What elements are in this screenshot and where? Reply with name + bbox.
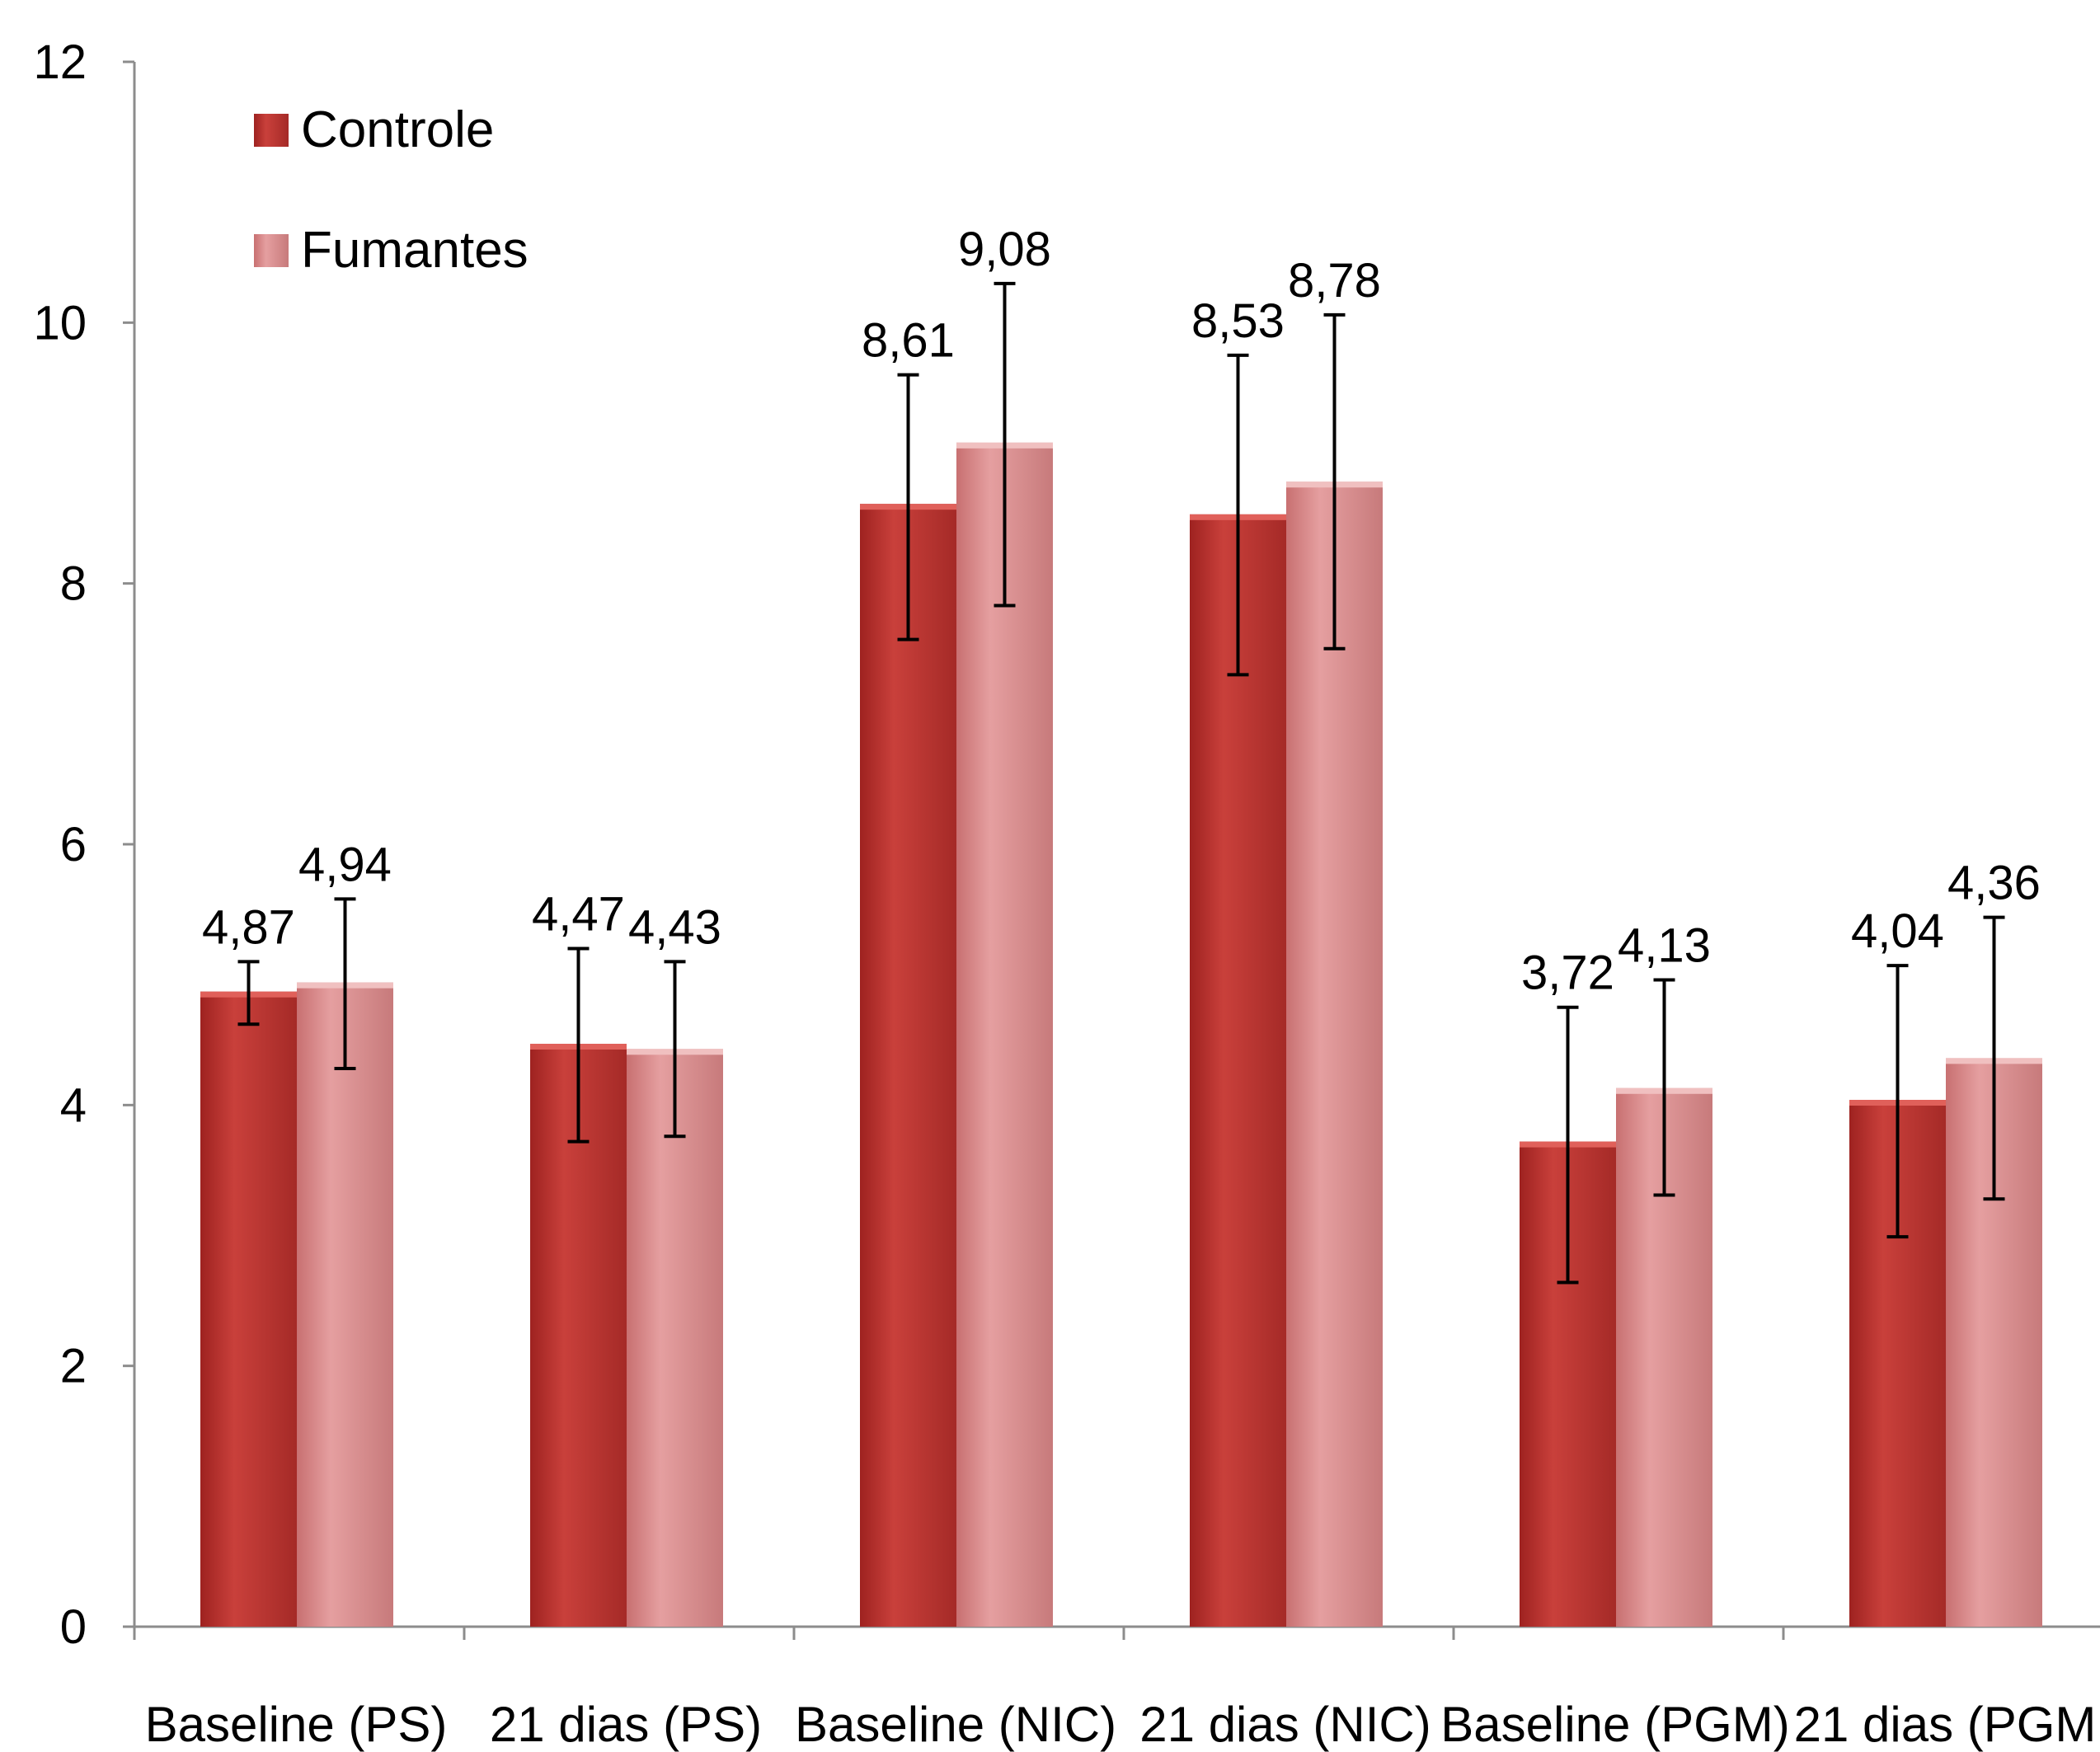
legend-label: Controle (301, 101, 494, 158)
data-label: 9,08 (958, 223, 1051, 276)
y-tick-label: 12 (33, 35, 87, 89)
data-label: 4,43 (628, 900, 721, 954)
bar-controle (1190, 514, 1286, 1627)
data-label: 3,72 (1521, 946, 1614, 1000)
legend-swatch-controle (254, 114, 289, 147)
bar-controle (200, 991, 297, 1627)
bar-fumantes (297, 982, 393, 1627)
y-tick-label: 4 (60, 1078, 87, 1132)
y-tick-label: 10 (33, 296, 87, 350)
legend-label: Fumantes (301, 222, 529, 279)
y-tick-label: 6 (60, 818, 87, 871)
y-axis: 0 2 4 6 8 10 12 (33, 35, 136, 1654)
x-category-label: Baseline (PS) (145, 1697, 448, 1752)
data-label: 8,53 (1191, 294, 1285, 348)
data-label: 4,04 (1851, 904, 1944, 958)
data-label: 8,78 (1288, 254, 1381, 308)
bars-group (200, 442, 2042, 1628)
data-label: 4,47 (532, 888, 625, 942)
data-label: 8,61 (862, 314, 955, 368)
data-label: 4,13 (1618, 918, 1711, 972)
y-tick-label: 0 (60, 1600, 87, 1654)
x-axis: Baseline (PS) 21 dias (PS) Baseline (NIC) 2… (133, 1625, 2100, 1752)
error-bars-group (237, 281, 2005, 1285)
bar-fumantes (627, 1049, 723, 1627)
legend-swatch-fumantes (254, 234, 289, 267)
y-tick-label: 2 (60, 1340, 87, 1393)
legend: Controle Fumantes (254, 101, 529, 279)
bar-fumantes (1286, 481, 1383, 1628)
bar-fumantes (956, 442, 1053, 1627)
x-category-label: Baseline (NIC) (795, 1697, 1116, 1752)
x-category-label: 21 dias (NIC) (1139, 1697, 1431, 1752)
data-label: 4,87 (202, 900, 295, 954)
data-label: 4,36 (1947, 857, 2041, 910)
y-tick-label: 8 (60, 557, 87, 611)
x-category-label: Baseline (PGM) (1440, 1697, 1789, 1752)
data-labels-group: 4,87 4,47 8,61 8,53 3,72 4,04 4,94 4,43 9,08 8,78… (202, 223, 2041, 1000)
x-category-label: 21 dias (PGM (1794, 1697, 2097, 1752)
x-category-label: 21 dias (PS) (490, 1697, 762, 1752)
bar-controle (860, 504, 956, 1627)
data-label: 4,94 (298, 838, 392, 891)
